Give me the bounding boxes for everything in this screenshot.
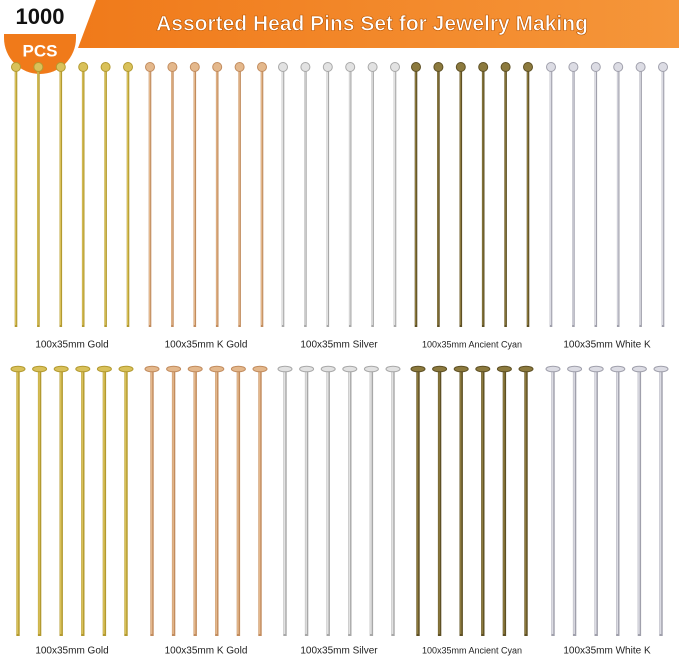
pin-ball [234,62,245,72]
pin-ball [189,62,200,72]
pin-ball [635,62,646,72]
pin-flat-head [230,365,246,373]
pin-flat-head [320,365,336,373]
pin-flat-head [453,365,469,373]
pin-flat-head [10,365,26,373]
labels: 100x35mm Gold 100x35mm K Gold 100x35mm Sil… [35,339,651,656]
pin-flat-head [385,365,401,373]
pin-flat-head [496,365,512,373]
badge-count: 1000 [16,4,65,29]
title: Assorted Head Pins Set for Jewelry Makin… [156,13,588,36]
top-label: 100x35mm K Gold [165,340,248,351]
bottom-label: 100x35mm White K [563,646,651,657]
pin-ball [11,62,21,72]
pin-flat-head [166,365,182,373]
pins [10,62,669,636]
title-banner [78,0,679,48]
pin-flat-head [75,365,91,373]
pin-ball [433,62,444,72]
pin-ball [257,62,267,72]
bottom-label: 100x35mm Silver [300,646,378,657]
badge-unit: PCS [23,41,58,60]
pin-flat-head [567,365,583,373]
pin-flat-head [187,365,203,373]
pin-ball [145,62,155,72]
pin-flat-head [363,365,379,373]
pin-ball [55,62,66,72]
pin-ball [500,62,511,72]
pin-ball [367,62,378,72]
pin-flat-head [32,365,48,373]
pin-ball [590,62,601,72]
pin-flat-head [432,365,448,373]
pin-ball [658,62,668,72]
pin-ball [278,62,288,72]
pin-ball [568,62,579,72]
pin-flat-head [342,365,358,373]
pin-ball [411,62,421,72]
top-label: 100x35mm Silver [300,340,378,351]
pin-flat-head [277,365,293,373]
pin-ball [546,62,556,72]
pin-ball [100,62,111,72]
pin-flat-head [96,365,112,373]
pin-ball [523,62,533,72]
pin-ball [123,62,133,72]
pin-flat-head [545,365,561,373]
pin-ball [167,62,178,72]
bottom-label: 100x35mm Ancient Cyan [422,645,522,655]
pin-ball [613,62,624,72]
pin-flat-head [144,365,160,373]
pin-flat-head [299,365,315,373]
pin-ball [345,62,356,72]
pin-flat-head [610,365,626,373]
pin-flat-head [653,365,669,373]
pin-ball [322,62,333,72]
top-label: 100x35mm Gold [35,340,108,351]
pin-ball [300,62,311,72]
pin-ball [33,62,44,72]
pin-flat-head [410,365,426,373]
pin-ball [212,62,223,72]
top-label: 100x35mm White K [563,340,651,351]
pin-flat-head [588,365,604,373]
pin-flat-head [252,365,268,373]
pin-ball [78,62,89,72]
pin-flat-head [475,365,491,373]
pin-ball [390,62,400,72]
pin-flat-head [631,365,647,373]
pin-ball [455,62,466,72]
top-label: 100x35mm Ancient Cyan [422,339,522,349]
pin-ball [478,62,489,72]
pin-flat-head [518,365,534,373]
pin-flat-head [209,365,225,373]
bottom-label: 100x35mm Gold [35,646,108,657]
pin-flat-head [118,365,134,373]
pin-flat-head [53,365,69,373]
bottom-label: 100x35mm K Gold [165,646,248,657]
